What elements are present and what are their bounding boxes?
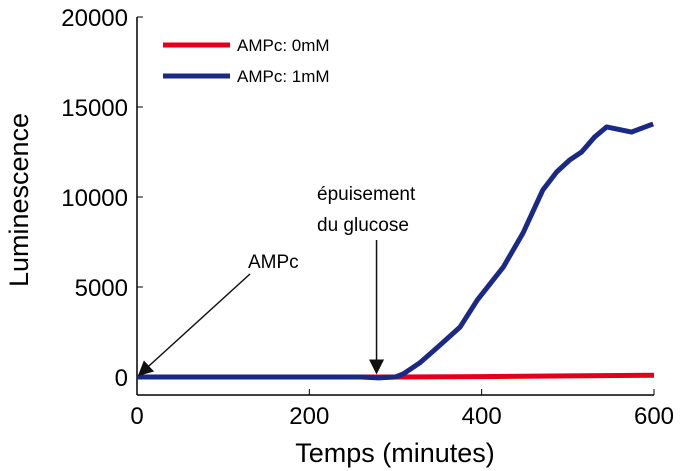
axes: 0 200 400 600 0 5000 10000 15000 20000 [61,5,674,430]
x-tick-label: 200 [289,403,329,430]
annotation-glucose-1: épuisement [317,184,416,205]
y-tick-label: 10000 [61,185,128,212]
annotation-glucose-2: du glucose [317,215,409,236]
y-axis-label: Luminescence [4,113,34,287]
y-tick-label: 15000 [61,95,128,122]
annotation-ampc: AMPc [248,252,299,273]
y-tick-label: 20000 [61,5,128,32]
x-axis-label: Temps (minutes) [295,438,495,468]
legend-label: AMPc: 1mM [237,67,330,86]
annotations: AMPc épuisement du glucose [137,184,416,377]
arrow-icon [137,273,251,377]
series-lines [137,121,655,381]
x-tick-label: 400 [462,403,502,430]
y-tick-label: 0 [115,365,128,392]
x-tick-label: 0 [130,403,143,430]
y-tick-label: 5000 [75,275,128,302]
series-line-1 [137,121,655,381]
legend: AMPc: 0mM AMPc: 1mM [163,36,330,86]
legend-label: AMPc: 0mM [237,36,330,55]
x-tick-label: 600 [634,403,674,430]
